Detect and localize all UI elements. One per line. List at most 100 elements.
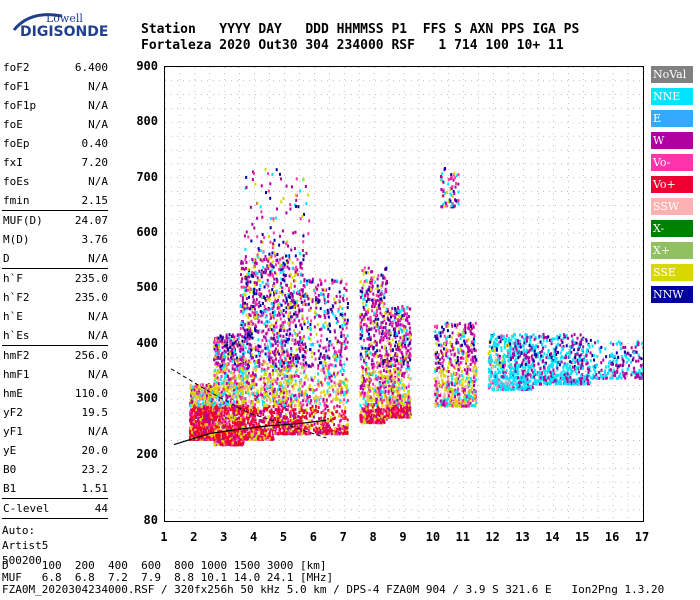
data-point — [272, 399, 275, 403]
data-point — [274, 321, 277, 325]
data-point — [217, 432, 220, 436]
data-point — [297, 311, 300, 315]
data-point — [209, 426, 212, 430]
param-value: 6.400 — [74, 61, 108, 74]
param-row: h`Es N/A — [2, 326, 108, 345]
data-point — [302, 258, 305, 262]
data-point — [274, 368, 277, 372]
data-point — [217, 336, 220, 340]
data-point — [298, 292, 301, 296]
data-point — [336, 371, 339, 375]
data-point — [244, 391, 247, 395]
data-point — [337, 414, 340, 418]
data-point — [367, 390, 370, 394]
data-point — [314, 285, 317, 289]
data-point — [296, 341, 299, 345]
param-value: N/A — [88, 80, 108, 93]
data-point — [263, 427, 266, 431]
param-value: 235.0 — [74, 272, 108, 285]
data-point — [231, 424, 234, 428]
data-point — [258, 256, 261, 260]
data-point — [326, 355, 329, 359]
data-point — [380, 383, 383, 387]
data-point — [314, 302, 317, 306]
data-point — [308, 384, 311, 388]
data-point — [339, 312, 342, 316]
data-point — [343, 382, 346, 386]
data-point — [258, 434, 261, 438]
data-point — [230, 437, 233, 441]
param-row: foEs N/A — [2, 172, 108, 191]
data-point — [308, 297, 311, 301]
data-point — [240, 347, 243, 351]
data-point — [375, 377, 378, 381]
data-point — [222, 352, 225, 356]
data-point — [266, 381, 269, 385]
data-point — [323, 401, 326, 405]
data-point — [229, 394, 232, 398]
data-point — [281, 361, 284, 365]
data-point — [305, 363, 308, 367]
data-point — [383, 386, 386, 390]
param-row: B1 1.51 — [2, 479, 108, 498]
data-point — [238, 430, 241, 434]
data-point — [326, 421, 329, 425]
data-point — [381, 330, 384, 334]
data-point — [275, 395, 278, 399]
data-point — [216, 357, 219, 361]
data-point — [291, 384, 294, 388]
data-point — [257, 279, 260, 283]
data-point — [223, 384, 226, 388]
data-point — [380, 361, 383, 365]
header-labels: Station YYYY DAY DDD HHMMSS P1 FFS S AXN… — [141, 22, 580, 37]
data-point — [254, 410, 257, 414]
data-point — [280, 277, 283, 281]
data-point — [233, 368, 236, 372]
data-point — [326, 337, 329, 341]
data-point — [258, 344, 261, 348]
data-point — [282, 299, 285, 303]
data-point — [200, 389, 203, 393]
data-point — [301, 290, 304, 294]
data-point — [281, 407, 284, 411]
data-point — [300, 404, 303, 408]
data-point — [375, 293, 378, 297]
data-point — [272, 305, 275, 309]
data-point — [242, 385, 245, 389]
data-point — [299, 420, 302, 424]
data-point — [260, 320, 263, 324]
data-point — [223, 371, 226, 375]
data-point — [213, 340, 216, 344]
data-point — [338, 412, 341, 416]
data-point — [204, 427, 207, 431]
data-point — [277, 400, 280, 404]
data-point — [218, 434, 221, 438]
data-point — [343, 429, 346, 433]
data-point — [256, 400, 259, 404]
data-point — [217, 409, 220, 413]
data-point — [274, 408, 277, 412]
data-point — [334, 364, 337, 368]
data-point — [298, 386, 301, 390]
data-point — [232, 404, 235, 408]
data-point — [251, 356, 254, 360]
data-point — [290, 407, 293, 411]
data-point — [296, 299, 299, 303]
data-point — [330, 428, 333, 432]
data-point — [198, 400, 201, 404]
data-point — [300, 393, 303, 397]
data-point — [215, 415, 218, 419]
data-point — [254, 437, 257, 441]
data-point — [282, 424, 285, 428]
data-point — [219, 393, 222, 397]
data-point — [305, 416, 308, 420]
data-point — [335, 356, 338, 360]
data-point — [251, 374, 254, 378]
data-point — [375, 414, 378, 418]
data-point — [364, 400, 367, 404]
data-point — [218, 428, 221, 432]
data-point — [285, 425, 288, 429]
data-point — [204, 418, 207, 422]
data-point — [206, 406, 209, 410]
data-point — [271, 288, 274, 292]
